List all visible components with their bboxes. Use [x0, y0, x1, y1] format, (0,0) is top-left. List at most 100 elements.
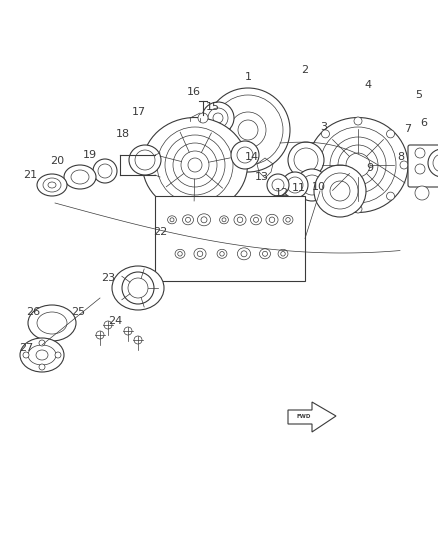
- Circle shape: [173, 143, 217, 187]
- Ellipse shape: [217, 249, 227, 259]
- Circle shape: [181, 151, 209, 179]
- Ellipse shape: [168, 216, 177, 224]
- Ellipse shape: [241, 251, 247, 257]
- Text: 4: 4: [364, 80, 371, 90]
- Circle shape: [287, 177, 303, 193]
- Circle shape: [96, 331, 104, 339]
- Ellipse shape: [48, 182, 56, 188]
- Text: 18: 18: [116, 130, 130, 139]
- Ellipse shape: [254, 217, 258, 222]
- Text: 25: 25: [71, 307, 85, 317]
- Ellipse shape: [198, 214, 211, 226]
- Ellipse shape: [251, 215, 261, 225]
- Text: 7: 7: [404, 124, 411, 134]
- Ellipse shape: [28, 345, 56, 365]
- Ellipse shape: [283, 215, 293, 224]
- Ellipse shape: [219, 216, 228, 224]
- Ellipse shape: [234, 214, 246, 225]
- Circle shape: [338, 145, 378, 185]
- Circle shape: [23, 352, 29, 358]
- Circle shape: [208, 108, 228, 128]
- Circle shape: [188, 158, 202, 172]
- Circle shape: [128, 278, 148, 298]
- Circle shape: [206, 88, 290, 172]
- Circle shape: [294, 148, 318, 172]
- Circle shape: [93, 159, 117, 183]
- Circle shape: [433, 154, 438, 172]
- Ellipse shape: [222, 218, 226, 222]
- Ellipse shape: [262, 251, 268, 256]
- Ellipse shape: [43, 178, 61, 192]
- Circle shape: [202, 102, 234, 134]
- Bar: [155, 196, 305, 281]
- FancyBboxPatch shape: [408, 145, 438, 187]
- Text: 3: 3: [321, 122, 328, 132]
- Circle shape: [237, 147, 253, 163]
- Circle shape: [354, 117, 362, 125]
- Ellipse shape: [308, 117, 408, 213]
- Circle shape: [296, 169, 328, 201]
- Circle shape: [320, 127, 396, 203]
- Ellipse shape: [186, 217, 191, 222]
- Text: FWD: FWD: [297, 415, 311, 419]
- Ellipse shape: [237, 217, 243, 223]
- Circle shape: [346, 153, 370, 177]
- Ellipse shape: [37, 174, 67, 196]
- Ellipse shape: [266, 214, 278, 225]
- Circle shape: [354, 205, 362, 213]
- Ellipse shape: [37, 312, 67, 334]
- Text: 2: 2: [301, 66, 308, 75]
- Ellipse shape: [175, 249, 185, 259]
- Text: 10: 10: [312, 182, 326, 191]
- Ellipse shape: [269, 217, 275, 223]
- Circle shape: [267, 174, 289, 196]
- Circle shape: [415, 148, 425, 158]
- Text: 22: 22: [153, 227, 167, 237]
- Ellipse shape: [112, 266, 164, 310]
- Text: 8: 8: [398, 152, 405, 161]
- Ellipse shape: [194, 248, 206, 259]
- Text: 9: 9: [367, 163, 374, 173]
- Circle shape: [386, 130, 395, 138]
- Ellipse shape: [197, 251, 203, 256]
- Text: 20: 20: [50, 156, 64, 166]
- Circle shape: [124, 327, 132, 335]
- Text: 12: 12: [275, 188, 289, 198]
- Text: 1: 1: [245, 72, 252, 82]
- Circle shape: [98, 164, 112, 178]
- Text: 11: 11: [292, 183, 306, 192]
- Circle shape: [314, 165, 366, 217]
- Circle shape: [415, 164, 425, 174]
- Ellipse shape: [237, 248, 251, 260]
- Ellipse shape: [220, 252, 224, 256]
- Circle shape: [198, 113, 208, 123]
- Circle shape: [213, 113, 223, 123]
- Circle shape: [428, 149, 438, 177]
- Text: 15: 15: [206, 102, 220, 111]
- Ellipse shape: [201, 217, 207, 223]
- Circle shape: [230, 112, 266, 148]
- Circle shape: [288, 142, 324, 178]
- Circle shape: [322, 173, 358, 209]
- Text: 27: 27: [19, 343, 33, 352]
- Ellipse shape: [64, 165, 96, 189]
- Circle shape: [321, 192, 329, 200]
- Ellipse shape: [183, 215, 194, 225]
- Ellipse shape: [28, 305, 76, 341]
- Text: 13: 13: [255, 172, 269, 182]
- Circle shape: [400, 161, 408, 169]
- Ellipse shape: [36, 350, 48, 360]
- Ellipse shape: [259, 249, 271, 259]
- Circle shape: [231, 141, 259, 169]
- Circle shape: [55, 352, 61, 358]
- Circle shape: [134, 336, 142, 344]
- Text: 17: 17: [132, 107, 146, 117]
- Circle shape: [122, 272, 154, 304]
- Circle shape: [157, 127, 233, 203]
- Circle shape: [104, 321, 112, 329]
- Circle shape: [238, 120, 258, 140]
- Circle shape: [39, 340, 45, 346]
- Circle shape: [213, 95, 283, 165]
- Circle shape: [282, 172, 308, 198]
- Circle shape: [321, 130, 329, 138]
